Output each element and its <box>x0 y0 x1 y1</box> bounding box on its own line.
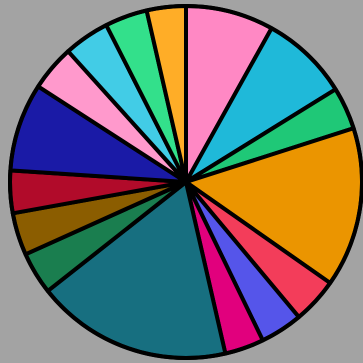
pie-outline <box>8 4 363 360</box>
